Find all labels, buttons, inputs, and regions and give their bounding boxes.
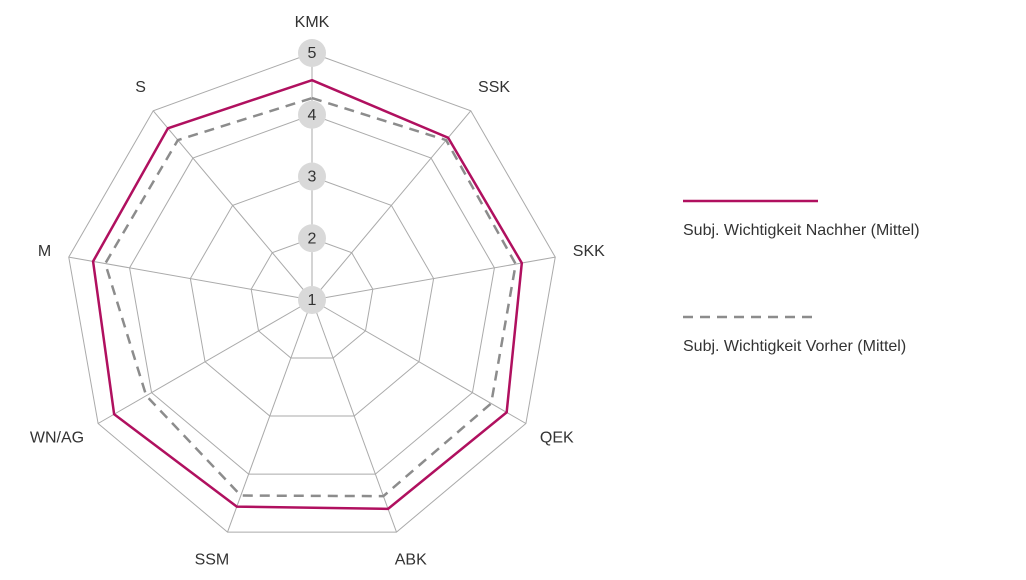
axis-label: KMK (295, 14, 330, 31)
tick-badge (298, 39, 326, 67)
grid-ring (68, 52, 556, 533)
y-tick-label: 5 (308, 45, 317, 62)
axis-line (227, 299, 313, 533)
axis-line (311, 299, 397, 533)
y-tick-label: 1 (308, 292, 317, 309)
axis-line (152, 110, 313, 301)
axis-line (68, 256, 313, 301)
axis-line (311, 256, 556, 301)
tick-badge (298, 100, 326, 129)
tick-badge (298, 162, 326, 191)
axis-label: SKK (573, 243, 605, 260)
axis-label: M (38, 243, 51, 260)
axis-label: QEK (540, 430, 574, 447)
grid-ring (189, 175, 435, 417)
tick-badge (298, 224, 326, 253)
y-tick-label: 3 (308, 169, 317, 186)
axis-label: SSK (478, 79, 510, 96)
tick-badge (298, 286, 326, 314)
axis-label: S (135, 79, 146, 96)
axis-label: WN/AG (30, 430, 84, 447)
grid-ring (129, 114, 495, 475)
grid-ring (250, 237, 374, 359)
y-tick-label: 4 (308, 107, 317, 124)
axis-line (311, 110, 472, 301)
axis-label: SSM (195, 552, 230, 569)
axis-line (97, 299, 313, 424)
series-line (103, 96, 518, 498)
legend-label: Subj. Wichtigkeit Vorher (Mittel) (683, 338, 906, 355)
legend-label: Subj. Wichtigkeit Nachher (Mittel) (683, 222, 920, 239)
axis-label: ABK (395, 552, 427, 569)
axis-line (311, 299, 527, 424)
series-line (91, 78, 524, 511)
y-tick-label: 2 (308, 230, 317, 247)
